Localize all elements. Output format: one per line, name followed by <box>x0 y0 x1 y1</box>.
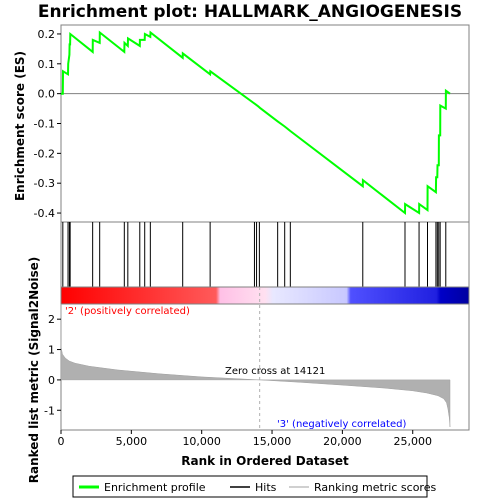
x-tick-label: 20,000 <box>323 435 362 448</box>
positive-correlation-label: '2' (positively correlated) <box>65 306 190 317</box>
es-y-tick-label: 0.0 <box>38 88 56 101</box>
chart-title: Enrichment plot: HALLMARK_ANGIOGENESIS <box>38 2 462 22</box>
legend-label-hits: Hits <box>255 481 277 494</box>
es-y-axis-label: Enrichment score (ES) <box>13 51 27 201</box>
metric-y-tick-label: 0 <box>48 374 55 387</box>
metric-y-tick-label: -1 <box>44 404 55 417</box>
legend-label-enrichment: Enrichment profile <box>104 481 206 494</box>
es-y-tick-label: -0.4 <box>34 207 55 220</box>
x-tick-label: 0 <box>58 435 65 448</box>
zero-cross-label: Zero cross at 14121 <box>225 366 325 377</box>
x-axis-label: Rank in Ordered Dataset <box>181 454 349 468</box>
enrichment-profile-line <box>61 30 451 216</box>
x-tick-label: 25,000 <box>393 435 432 448</box>
negative-correlation-label: '3' (negatively correlated) <box>277 419 406 430</box>
metric-plot-frame <box>60 303 470 431</box>
metric-y-axis-label: Ranked list metric (Signal2Noise) <box>27 257 41 484</box>
es-y-tick-label: 0.1 <box>38 58 56 71</box>
metric-y-tick-label: 1 <box>48 344 55 357</box>
ranking-metric-area <box>60 303 451 428</box>
hits-panel-frame <box>60 221 470 288</box>
x-tick-label: 5,000 <box>116 435 148 448</box>
es-y-tick-label: 0.2 <box>38 28 56 41</box>
es-y-tick-label: -0.3 <box>34 177 55 190</box>
legend-label-metric: Ranking metric scores <box>314 481 436 494</box>
metric-y-tick-label: 2 <box>48 313 55 326</box>
x-tick-label: 15,000 <box>253 435 292 448</box>
es-plot-frame <box>60 24 470 223</box>
x-tick-label: 10,000 <box>182 435 221 448</box>
rank-color-bar <box>60 286 470 305</box>
es-y-tick-label: -0.1 <box>34 118 55 131</box>
es-y-tick-label: -0.2 <box>34 147 55 160</box>
